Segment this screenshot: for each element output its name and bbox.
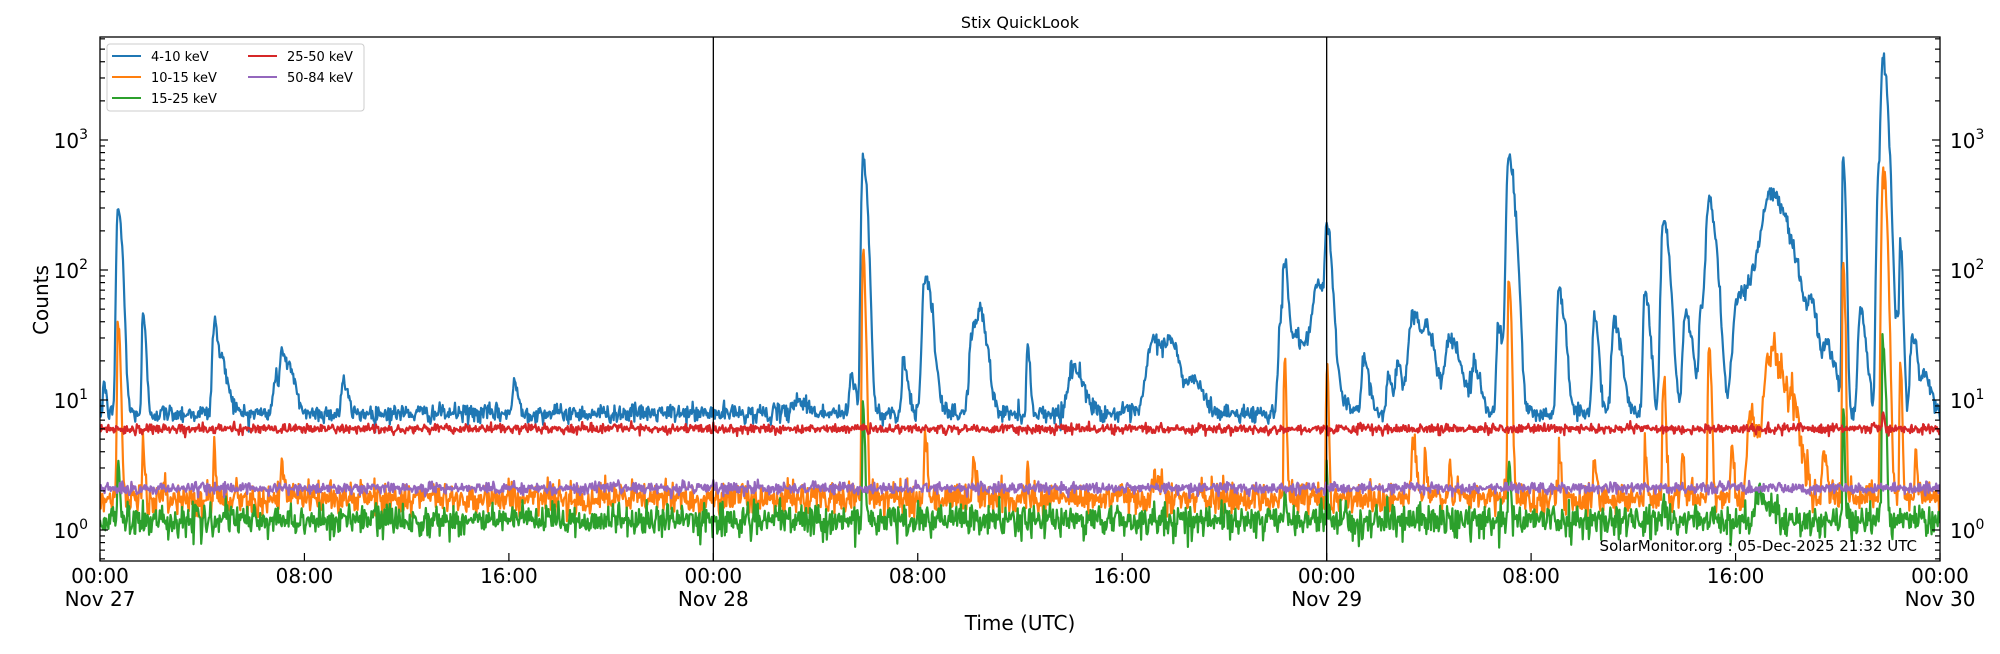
x-axis-title: Time (UTC) xyxy=(964,611,1076,635)
y-tick-label-left: 101 xyxy=(54,387,88,413)
x-tick-label: 08:00 xyxy=(276,564,334,588)
y-tick-label-right: 101 xyxy=(1950,387,1984,413)
legend-item: 10-15 keV xyxy=(112,71,217,86)
x-tick-label: 08:00 xyxy=(889,564,947,588)
x-tick-label: 00:00 xyxy=(685,564,743,588)
legend-item: 4-10 keV xyxy=(112,50,209,65)
chart-title: Stix QuickLook xyxy=(961,13,1080,32)
plot-frame xyxy=(99,36,1941,562)
x-tick-date-label: Nov 27 xyxy=(65,587,136,611)
series-line-10-15-kev xyxy=(100,166,1940,525)
x-tick-label: 16:00 xyxy=(1707,564,1765,588)
legend: 4-10 keV 10-15 keV 15-25 keV 25-50 keV 50-84… xyxy=(106,43,365,112)
x-tick-label: 00:00 xyxy=(71,564,129,588)
x-tick-label: 08:00 xyxy=(1502,564,1560,588)
legend-item: 25-50 keV xyxy=(248,50,353,65)
y-tick-label-right: 100 xyxy=(1950,517,1984,543)
legend-label: 25-50 keV xyxy=(287,50,353,65)
x-tick-date-label: Nov 30 xyxy=(1905,587,1976,611)
legend-label: 4-10 keV xyxy=(151,50,209,65)
day-separators xyxy=(712,37,1328,561)
series-line-15-25-kev xyxy=(100,333,1940,549)
x-tick-label: 00:00 xyxy=(1911,564,1969,588)
x-tick-label: 00:00 xyxy=(1298,564,1356,588)
legend-label: 50-84 keV xyxy=(287,71,353,86)
y-tick-label-left: 103 xyxy=(54,127,88,153)
legend-item: 15-25 keV xyxy=(112,92,217,107)
x-tick-date-label: Nov 29 xyxy=(1291,587,1362,611)
solarmonitor-annotation: SolarMonitor.org : 05-Dec-2025 21:32 UTC xyxy=(1600,537,1917,555)
x-tick-date-label: Nov 28 xyxy=(678,587,749,611)
y-tick-label-left: 100 xyxy=(54,517,88,543)
legend-label: 15-25 keV xyxy=(151,92,217,107)
x-tick-label: 16:00 xyxy=(1093,564,1151,588)
series-lines xyxy=(100,52,1940,549)
y-tick-label-right: 102 xyxy=(1950,257,1984,283)
y-tick-label-left: 102 xyxy=(54,257,88,283)
series-line-4-10-kev xyxy=(100,52,1940,434)
legend-box xyxy=(106,43,365,112)
legend-item: 50-84 keV xyxy=(248,71,353,86)
y-axis-ticks: 100 100 101 101 102 102 103 103 xyxy=(54,38,1984,560)
y-axis-title: Counts xyxy=(29,265,53,335)
legend-label: 10-15 keV xyxy=(151,71,217,86)
y-tick-label-right: 103 xyxy=(1950,127,1984,153)
series-line-50-84-kev xyxy=(100,478,1940,500)
series-line-25-50-kev xyxy=(100,411,1940,439)
x-tick-label: 16:00 xyxy=(480,564,538,588)
